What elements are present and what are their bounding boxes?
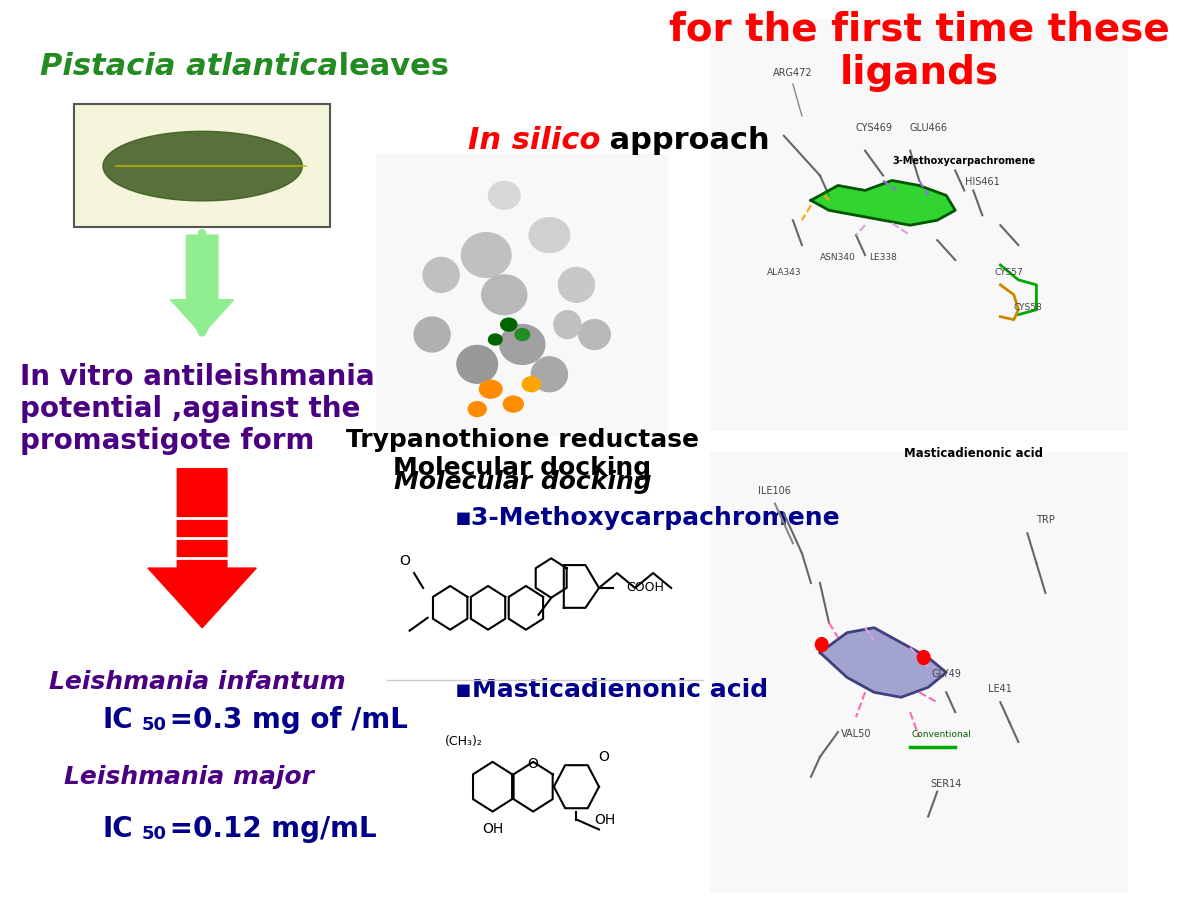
Text: Conventional: Conventional — [912, 730, 972, 739]
FancyBboxPatch shape — [377, 154, 668, 436]
FancyBboxPatch shape — [710, 451, 1128, 893]
Text: HIS461: HIS461 — [965, 177, 1000, 187]
Text: CYS57: CYS57 — [995, 268, 1024, 277]
Text: TRP: TRP — [1036, 515, 1055, 525]
Text: Molecular docking: Molecular docking — [394, 469, 652, 494]
Text: Pistacia atlantica: Pistacia atlantica — [40, 51, 337, 81]
Text: In vitro antileishmania
potential ,against the
promastigote form: In vitro antileishmania potential ,again… — [20, 363, 374, 456]
Text: ▪Masticadienonic acid: ▪Masticadienonic acid — [455, 678, 768, 702]
Polygon shape — [820, 628, 947, 697]
FancyBboxPatch shape — [710, 20, 1128, 431]
Text: 50: 50 — [142, 825, 167, 843]
FancyArrow shape — [170, 235, 234, 334]
Text: Masticadienonic acid: Masticadienonic acid — [904, 447, 1043, 460]
FancyBboxPatch shape — [74, 104, 330, 227]
Text: CYS58: CYS58 — [1013, 303, 1042, 312]
Text: OH: OH — [482, 823, 503, 836]
Text: COOH: COOH — [626, 581, 664, 595]
Text: LE41: LE41 — [989, 684, 1013, 695]
Text: GLY49: GLY49 — [931, 669, 961, 679]
Ellipse shape — [499, 324, 545, 364]
Polygon shape — [811, 180, 955, 225]
Text: =0.3 mg of /mL: =0.3 mg of /mL — [160, 706, 408, 734]
Circle shape — [917, 651, 930, 664]
Text: O: O — [598, 750, 608, 764]
Ellipse shape — [457, 345, 498, 383]
Ellipse shape — [480, 380, 502, 398]
Ellipse shape — [578, 320, 611, 350]
Text: Leishmania major: Leishmania major — [64, 765, 313, 788]
Text: O: O — [528, 757, 539, 771]
Text: 50: 50 — [142, 716, 167, 734]
Text: GLU466: GLU466 — [910, 123, 947, 132]
Ellipse shape — [554, 311, 581, 339]
Text: for the first time these
ligands: for the first time these ligands — [668, 10, 1170, 92]
Ellipse shape — [468, 402, 486, 416]
Text: =0.12 mg/mL: =0.12 mg/mL — [160, 815, 377, 843]
Text: In silico: In silico — [468, 126, 601, 155]
Text: ARG472: ARG472 — [773, 68, 812, 78]
Ellipse shape — [488, 334, 502, 345]
Text: Trypanothione reductase
Molecular docking: Trypanothione reductase Molecular dockin… — [346, 428, 698, 479]
Text: VAL50: VAL50 — [841, 729, 871, 739]
Text: CYS469: CYS469 — [856, 123, 893, 132]
FancyBboxPatch shape — [385, 536, 660, 675]
Ellipse shape — [488, 181, 520, 209]
Text: IC: IC — [103, 706, 133, 734]
FancyArrow shape — [148, 469, 257, 628]
Ellipse shape — [558, 268, 594, 302]
Text: LE338: LE338 — [869, 253, 898, 262]
Text: OH: OH — [595, 813, 616, 826]
Text: IC: IC — [103, 815, 133, 843]
Ellipse shape — [529, 218, 570, 252]
Text: Leishmania infantum: Leishmania infantum — [49, 670, 346, 695]
Ellipse shape — [503, 396, 523, 412]
Text: ILE106: ILE106 — [758, 486, 791, 496]
Ellipse shape — [515, 329, 529, 341]
Text: (CH₃)₂: (CH₃)₂ — [445, 735, 482, 749]
Ellipse shape — [414, 317, 450, 352]
Text: O: O — [400, 554, 410, 568]
Text: ▪3-Methoxycarpachromene: ▪3-Methoxycarpachromene — [455, 506, 840, 531]
Circle shape — [816, 638, 828, 651]
Text: ASN340: ASN340 — [820, 253, 856, 262]
Text: ALA343: ALA343 — [767, 268, 802, 277]
Ellipse shape — [532, 357, 568, 392]
Text: leaves: leaves — [329, 51, 450, 81]
Ellipse shape — [481, 275, 527, 314]
Ellipse shape — [500, 318, 517, 331]
Text: approach: approach — [599, 126, 769, 155]
Ellipse shape — [424, 258, 460, 292]
FancyBboxPatch shape — [385, 696, 660, 869]
Text: 3-Methoxycarpachromene: 3-Methoxycarpachromene — [893, 156, 1036, 166]
Text: SER14: SER14 — [930, 778, 962, 788]
Ellipse shape — [462, 232, 511, 278]
Ellipse shape — [522, 377, 540, 392]
